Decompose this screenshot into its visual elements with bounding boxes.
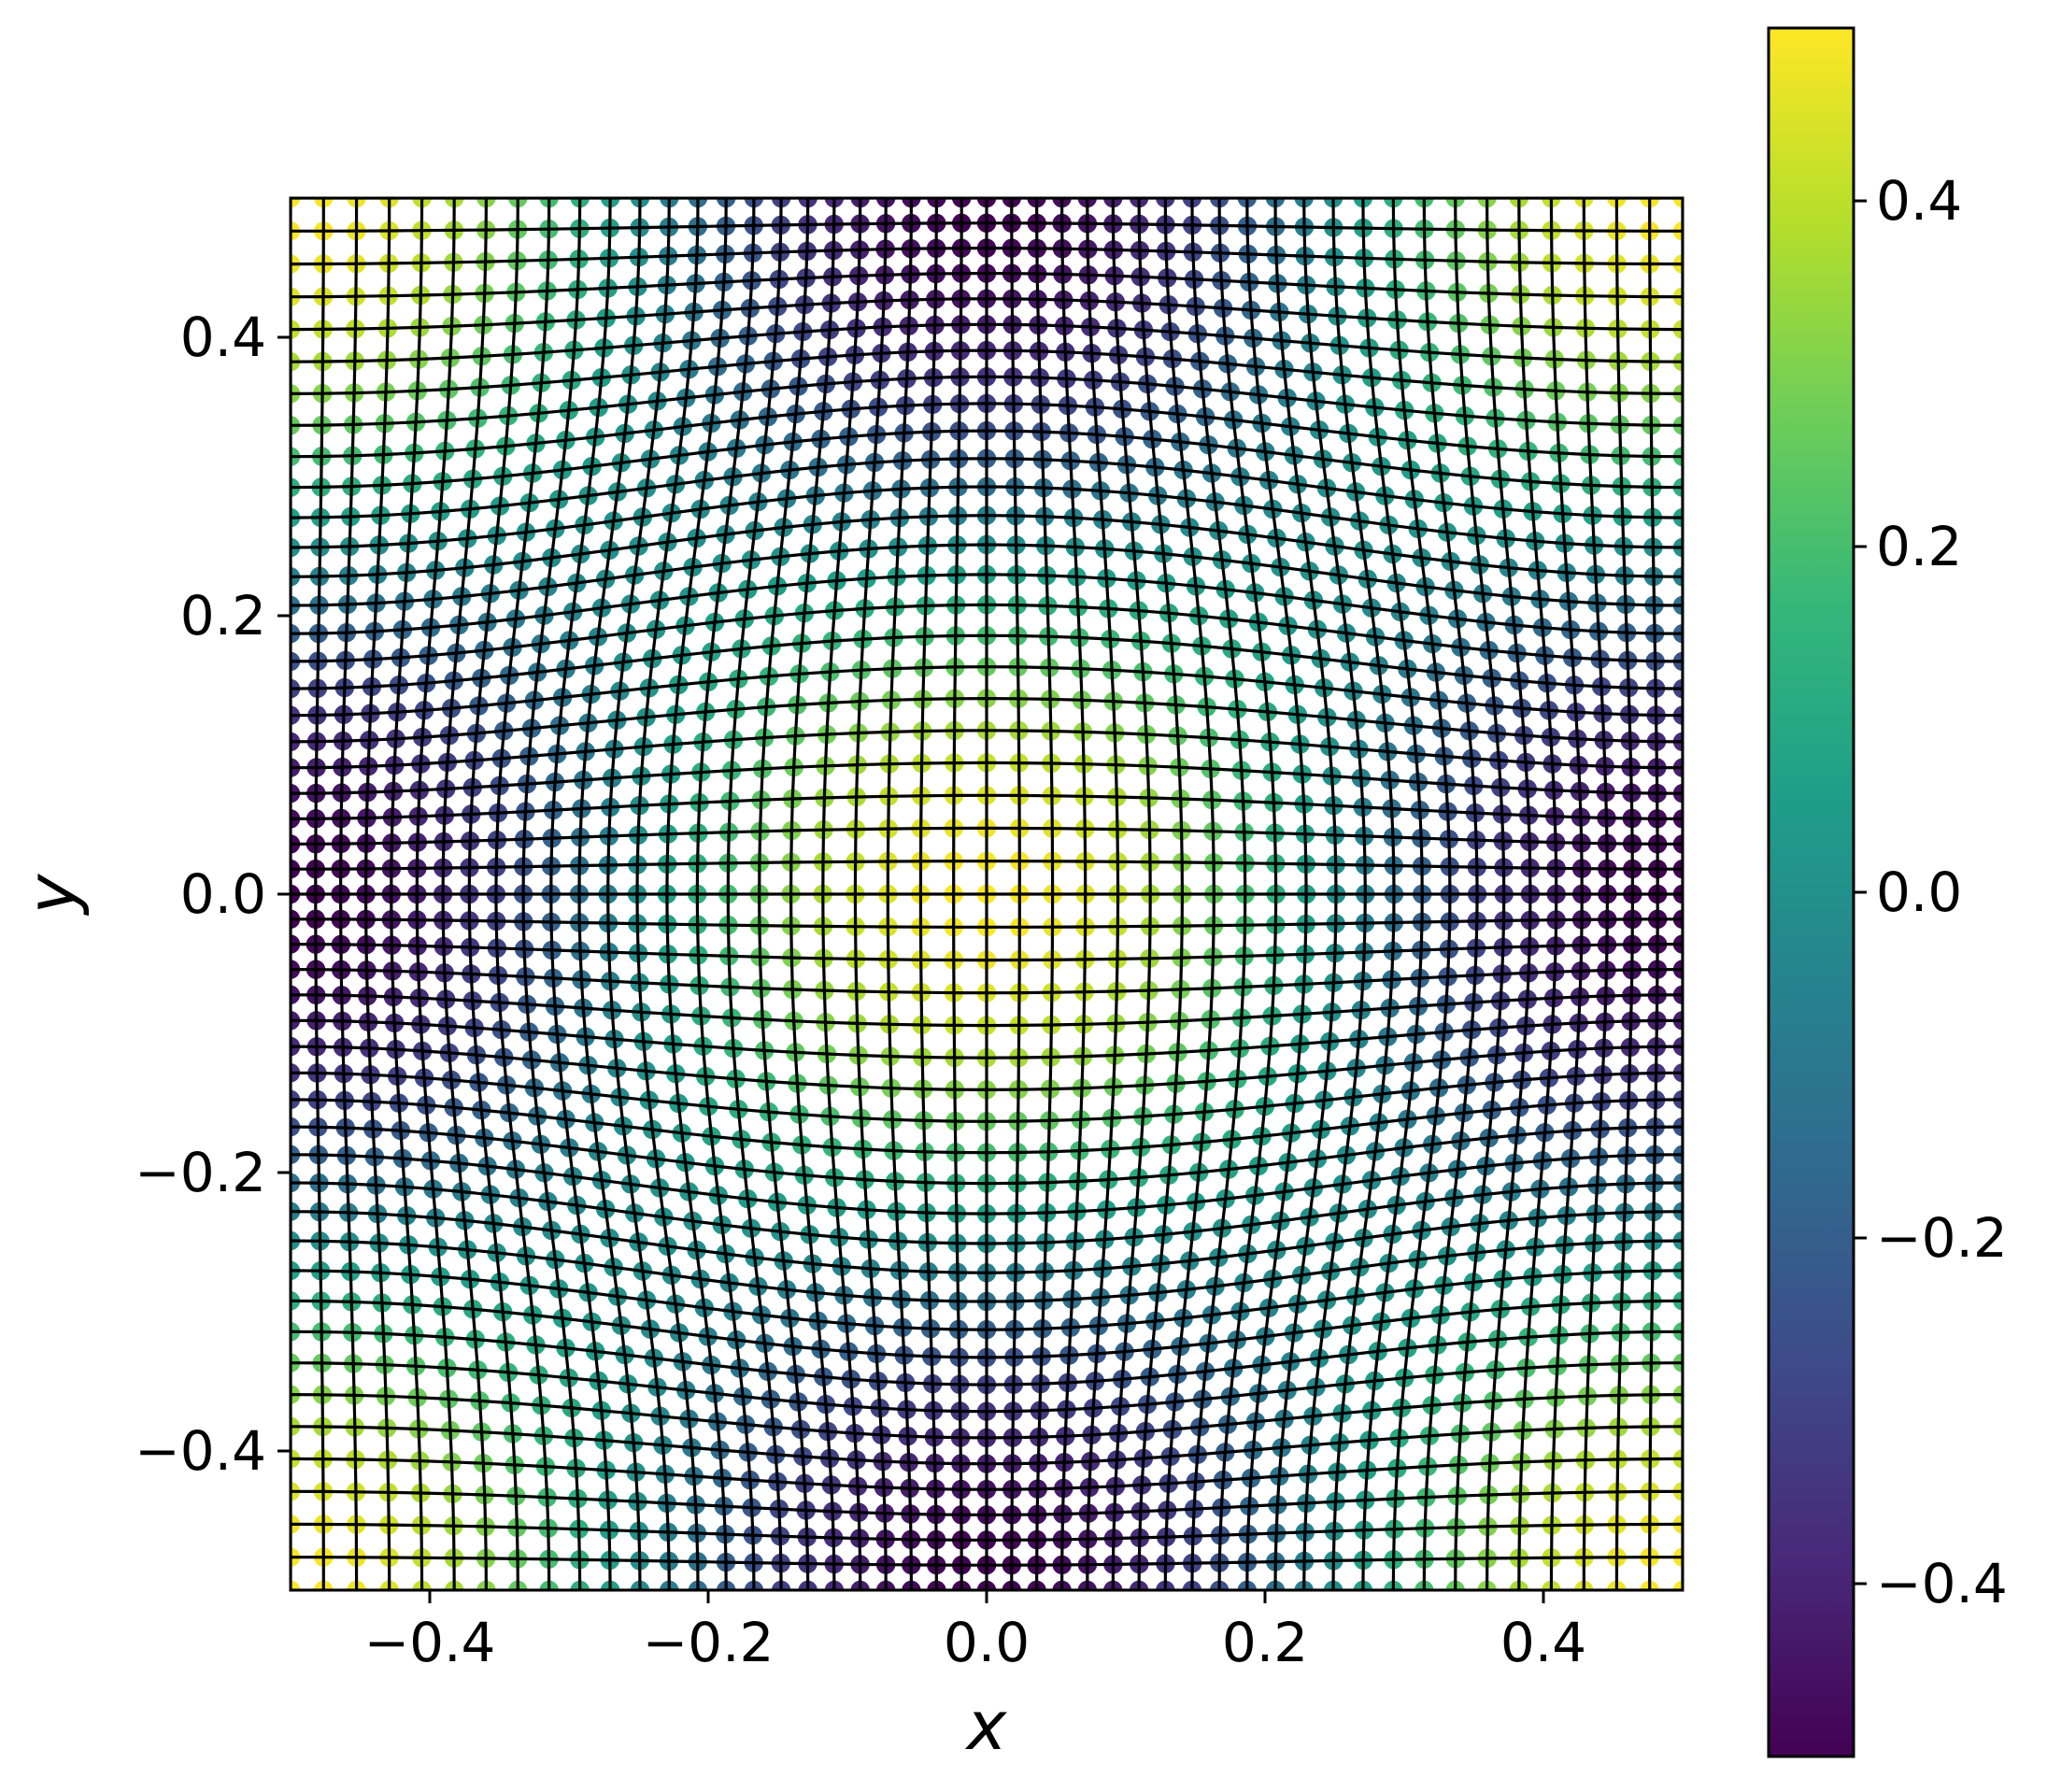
mesh-line	[1549, 198, 1584, 1590]
x-axis-label: x	[965, 1686, 1008, 1765]
mesh-lines	[291, 198, 1683, 1590]
y-tick-label: 0.0	[180, 862, 266, 926]
mesh-line	[291, 375, 1683, 427]
colorbar-tick-label: 0.4	[1876, 169, 1962, 233]
mesh-line	[291, 348, 1683, 395]
colorbar-tick-label: −0.2	[1876, 1206, 2008, 1270]
plot-area	[289, 196, 1685, 1592]
mesh-line	[1648, 198, 1659, 1590]
mesh-line	[291, 402, 1683, 459]
y-tick-label: 0.4	[180, 306, 266, 369]
x-tick-label: 0.0	[944, 1611, 1030, 1674]
y-axis: −0.4 −0.2 0.0 0.2 0.4	[135, 306, 291, 1483]
mesh-line	[1582, 198, 1609, 1590]
y-tick-label: −0.2	[135, 1141, 266, 1204]
mesh-line	[291, 247, 1683, 266]
mesh-node	[291, 1578, 303, 1590]
mesh-line	[1454, 198, 1506, 1590]
colorbar-tick-label: −0.4	[1876, 1552, 2008, 1615]
x-tick-label: 0.4	[1500, 1611, 1586, 1674]
y-axis-label: y	[12, 873, 91, 916]
y-tick-label: −0.4	[135, 1419, 266, 1483]
mesh-line	[291, 297, 1683, 332]
mesh-node	[1670, 1578, 1683, 1590]
mesh-line	[1517, 198, 1558, 1590]
mesh-line	[1485, 198, 1532, 1590]
colorbar-tick-label: 0.0	[1876, 860, 1962, 924]
colorbar-tick-label: 0.2	[1876, 515, 1962, 578]
x-axis: −0.4 −0.2 0.0 0.2 0.4	[364, 1590, 1586, 1674]
mesh-line	[1614, 198, 1634, 1590]
colorbar-ticks: −0.4 −0.2 0.0 0.2 0.4	[1854, 169, 2008, 1615]
mesh-line	[291, 221, 1683, 233]
colorbar-fill	[1769, 28, 1854, 1756]
colorbar: −0.4 −0.2 0.0 0.2 0.4	[1767, 26, 2008, 1758]
y-tick-label: 0.2	[180, 584, 266, 647]
x-tick-label: −0.2	[643, 1611, 775, 1674]
x-tick-label: 0.2	[1222, 1611, 1308, 1674]
mesh-line	[291, 322, 1683, 363]
x-tick-label: −0.4	[364, 1611, 496, 1674]
mesh-line	[291, 272, 1683, 299]
